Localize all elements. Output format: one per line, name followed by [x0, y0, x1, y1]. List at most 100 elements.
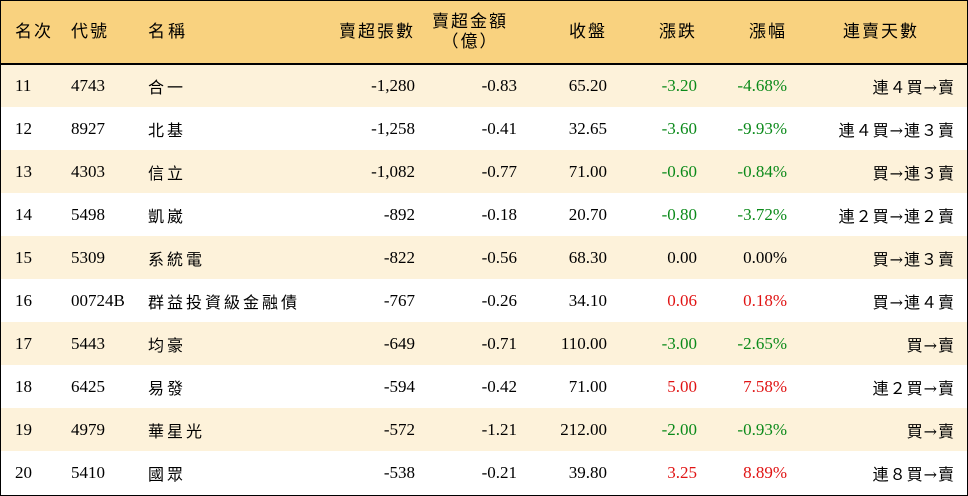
code-cell: 5309 — [71, 247, 105, 267]
change-pct-cell: -3.72% — [737, 204, 787, 224]
net-sell-shares-cell: -1,258 — [371, 118, 415, 138]
streak-cell: 買→連４賣 — [872, 292, 955, 312]
header-close: 收盤 — [569, 22, 607, 41]
net-sell-amount-cell: -0.18 — [481, 204, 517, 224]
change-pct-cell: -0.93% — [737, 419, 787, 439]
name-cell: 系統電 — [148, 249, 206, 269]
header-net-sell-amount: 賣超金額 （億） — [423, 1, 525, 64]
change-pct-cell: 8.89% — [743, 462, 787, 482]
close-cell: 212.00 — [560, 419, 607, 439]
net-sell-amount-cell: -0.42 — [481, 376, 517, 396]
streak-cell: 連４買→連３賣 — [838, 120, 955, 140]
table-row: 18 6425 易發 -594 -0.42 71.00 5.00 7.58% 連２買→賣 — [1, 365, 967, 408]
close-cell: 34.10 — [568, 290, 607, 310]
rank-cell: 15 — [15, 247, 32, 267]
code-cell: 5443 — [71, 333, 105, 353]
change-cell: 0.00 — [667, 247, 697, 267]
change-cell: -0.60 — [661, 161, 697, 181]
streak-cell: 連８買→賣 — [872, 464, 955, 484]
rank-cell: 17 — [15, 333, 32, 353]
net-sell-shares-cell: -1,280 — [371, 76, 415, 95]
net-sell-shares-cell: -767 — [383, 290, 415, 310]
net-sell-amount-cell: -0.56 — [481, 247, 517, 267]
code-cell: 5498 — [71, 204, 105, 224]
net-sell-amount-cell: -0.26 — [481, 290, 517, 310]
name-cell: 凱崴 — [148, 206, 187, 226]
net-sell-shares-cell: -822 — [383, 247, 415, 267]
close-cell: 71.00 — [568, 161, 607, 181]
name-cell: 易發 — [148, 378, 187, 398]
table-row: 20 5410 國眾 -538 -0.21 39.80 3.25 8.89% 連８買→賣 — [1, 451, 967, 494]
code-cell: 8927 — [71, 118, 105, 138]
change-pct-cell: -9.93% — [737, 118, 787, 138]
change-cell: -3.20 — [661, 76, 697, 95]
net-sell-shares-cell: -538 — [383, 462, 415, 482]
table-header-row: 名次 代號 名稱 賣超張數 賣超金額 （億） 收盤 漲跌 漲幅 連賣天數 — [1, 1, 967, 64]
rank-cell: 11 — [15, 76, 32, 95]
code-cell: 6425 — [71, 376, 105, 396]
header-net-sell-amount-label: 賣超金額 — [432, 12, 508, 31]
close-cell: 68.30 — [568, 247, 607, 267]
change-cell: -2.00 — [661, 419, 697, 439]
code-cell: 00724B — [71, 290, 125, 310]
table-row: 14 5498 凱崴 -892 -0.18 20.70 -0.80 -3.72% 連２買→連２賣 — [1, 193, 967, 236]
table-row: 15 5309 系統電 -822 -0.56 68.30 0.00 0.00% 買→連３賣 — [1, 236, 967, 279]
change-cell: 3.25 — [667, 462, 697, 482]
name-cell: 均豪 — [148, 335, 187, 355]
streak-cell: 連２買→賣 — [872, 378, 955, 398]
code-cell: 4743 — [71, 76, 105, 95]
change-pct-cell: 0.00% — [743, 247, 787, 267]
header-net-sell-shares: 賣超張數 — [339, 22, 415, 41]
table-row: 13 4303 信立 -1,082 -0.77 71.00 -0.60 -0.84% 買→連３賣 — [1, 150, 967, 193]
streak-cell: 買→賣 — [906, 421, 955, 441]
code-cell: 5410 — [71, 462, 105, 482]
close-cell: 39.80 — [568, 462, 607, 482]
rank-cell: 20 — [15, 462, 32, 482]
table-row: 19 4979 華星光 -572 -1.21 212.00 -2.00 -0.93% 買→賣 — [1, 408, 967, 451]
header-streak: 連賣天數 — [843, 22, 919, 41]
rank-cell: 16 — [15, 290, 32, 310]
change-pct-cell: -2.65% — [737, 333, 787, 353]
change-pct-cell: 7.58% — [743, 376, 787, 396]
table-row: 11 4743 合一 -1,280 -0.83 65.20 -3.20 -4.68% 連４買→賣 — [1, 64, 967, 107]
code-cell: 4303 — [71, 161, 105, 181]
name-cell: 信立 — [148, 163, 187, 183]
change-cell: -0.80 — [661, 204, 697, 224]
header-change-pct: 漲幅 — [749, 22, 787, 41]
header-rank: 名次 — [15, 22, 53, 41]
change-pct-cell: 0.18% — [743, 290, 787, 310]
close-cell: 71.00 — [568, 376, 607, 396]
net-sell-amount-cell: -0.41 — [481, 118, 517, 138]
change-cell: -3.60 — [661, 118, 697, 138]
rank-cell: 12 — [15, 118, 32, 138]
name-cell: 國眾 — [148, 464, 187, 484]
table-row: 12 8927 北基 -1,258 -0.41 32.65 -3.60 -9.93% 連４買→連… — [1, 107, 967, 150]
streak-cell: 連２買→連２賣 — [838, 206, 955, 226]
net-sell-shares-cell: -649 — [383, 333, 415, 353]
change-pct-cell: -0.84% — [737, 161, 787, 181]
header-net-sell-amount-unit: （億） — [441, 32, 499, 51]
name-cell: 群益投資級金融債 — [148, 292, 301, 312]
net-sell-shares-cell: -1,082 — [371, 161, 415, 181]
rank-cell: 14 — [15, 204, 32, 224]
close-cell: 20.70 — [568, 204, 607, 224]
rank-cell: 18 — [15, 376, 32, 396]
net-sell-amount-cell: -0.71 — [481, 333, 517, 353]
net-sell-amount-cell: -0.77 — [481, 161, 517, 181]
header-change: 漲跌 — [659, 22, 697, 41]
streak-cell: 買→賣 — [906, 335, 955, 355]
close-cell: 32.65 — [568, 118, 607, 138]
rank-cell: 19 — [15, 419, 32, 439]
net-sell-amount-cell: -0.83 — [481, 76, 517, 95]
close-cell: 110.00 — [560, 333, 607, 353]
table-row: 17 5443 均豪 -649 -0.71 110.00 -3.00 -2.65% 買→賣 — [1, 322, 967, 365]
net-sell-amount-cell: -0.21 — [481, 462, 517, 482]
net-sell-shares-cell: -594 — [383, 376, 415, 396]
name-cell: 北基 — [148, 120, 187, 140]
net-sell-amount-cell: -1.21 — [481, 419, 517, 439]
streak-cell: 買→連３賣 — [872, 249, 955, 269]
name-cell: 合一 — [148, 78, 187, 97]
table-row: 16 00724B 群益投資級金融債 -767 -0.26 34.10 0.06 0.18% 買… — [1, 279, 967, 322]
